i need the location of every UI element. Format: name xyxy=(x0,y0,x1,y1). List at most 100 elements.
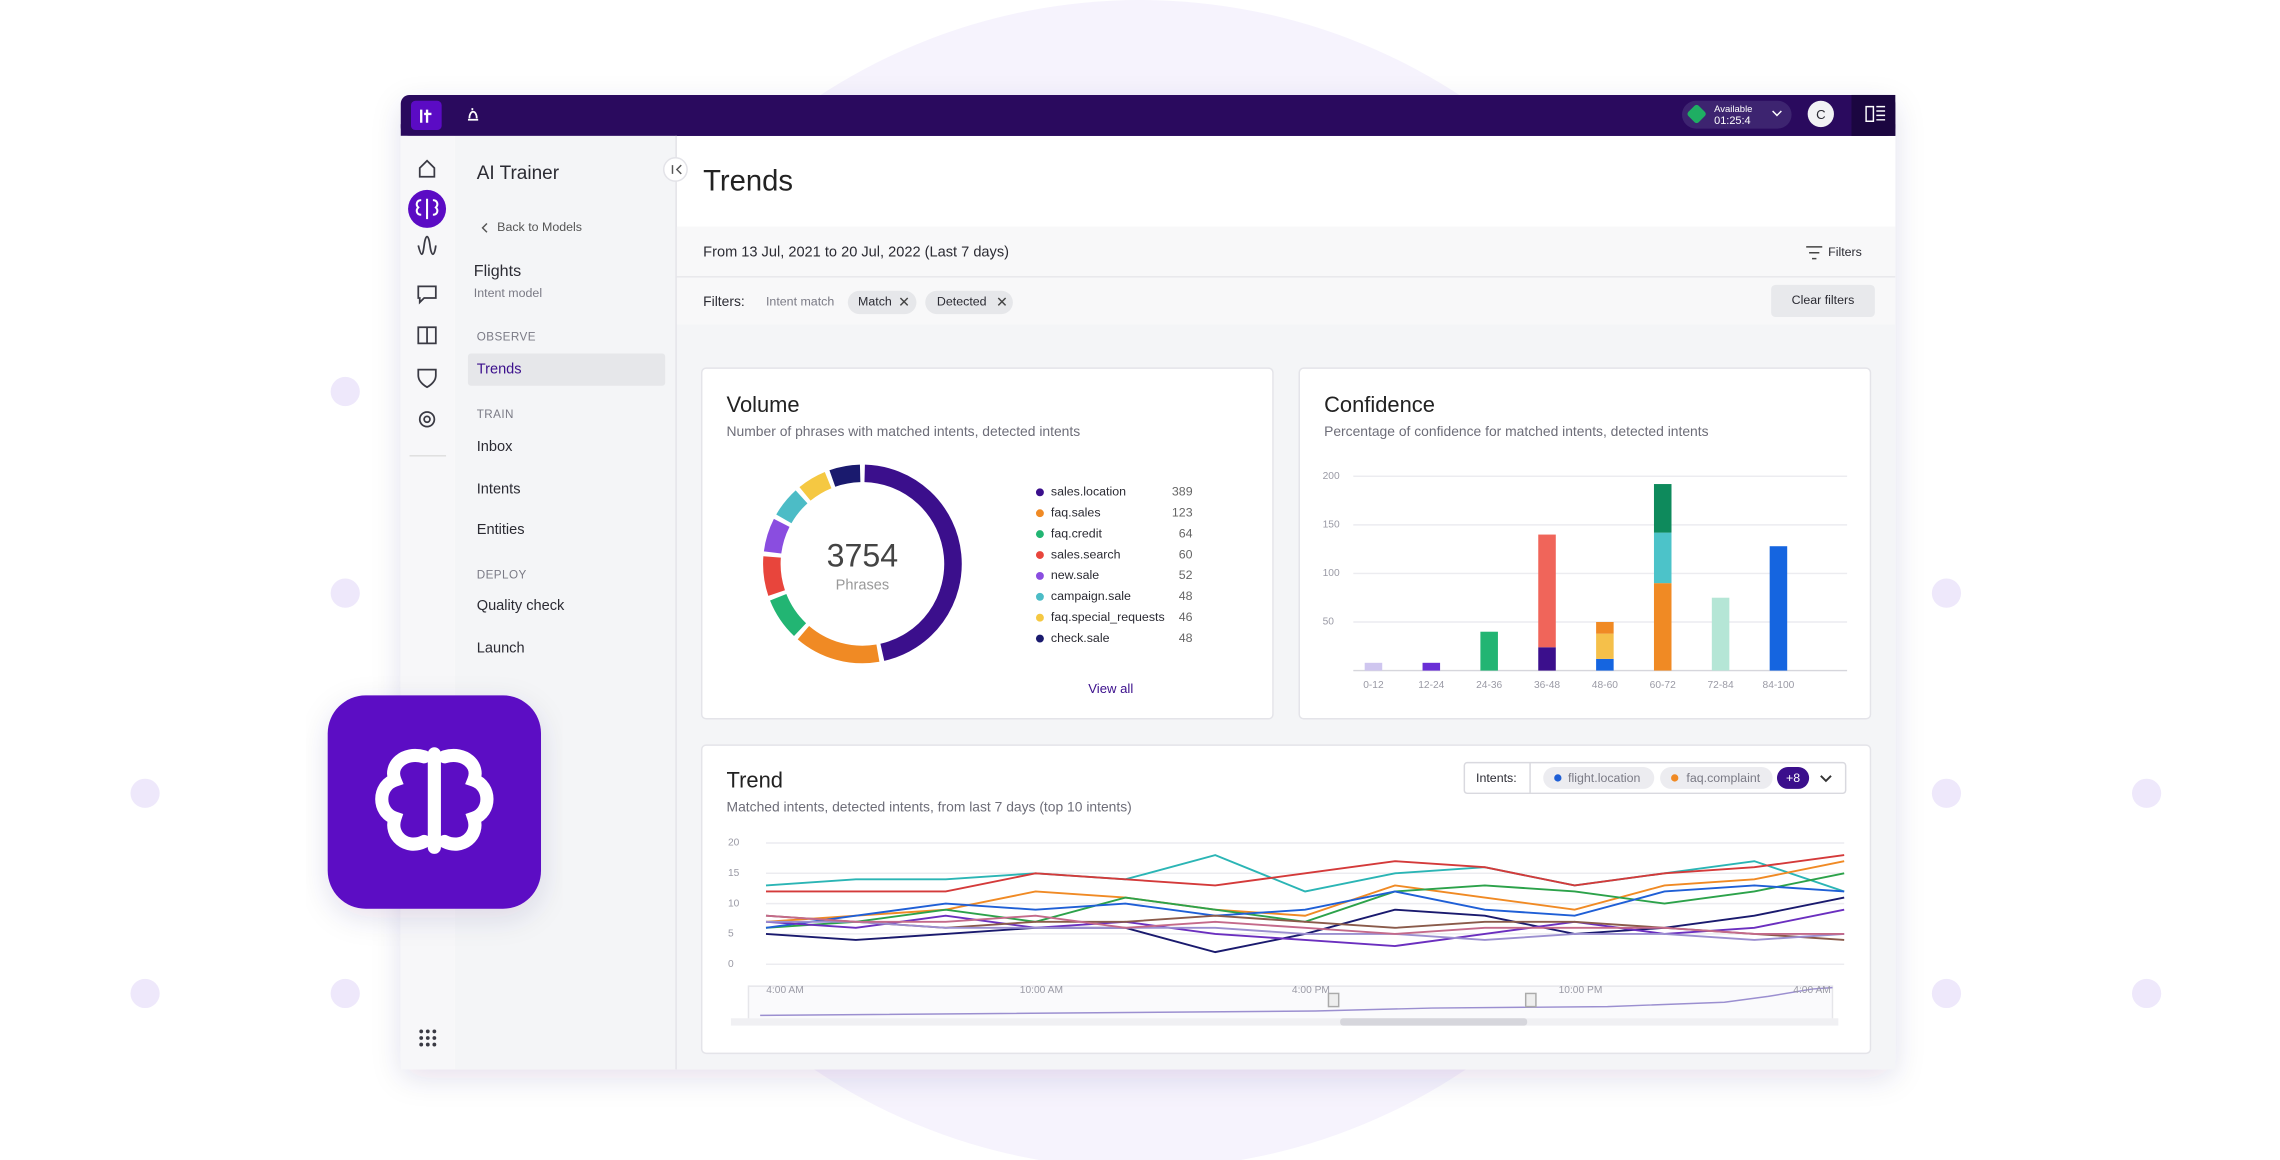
nav-item[interactable]: Intents xyxy=(477,481,521,497)
legend-dot xyxy=(1035,509,1044,518)
back-link[interactable]: Back to Models xyxy=(497,220,582,234)
x-tick-label: 0-12 xyxy=(1363,680,1384,691)
sidebar xyxy=(454,135,677,1070)
rail-icons[interactable] xyxy=(417,159,437,428)
donut-segment xyxy=(776,490,808,524)
x-tick-label: 72-84 xyxy=(1708,680,1734,691)
legend-dot xyxy=(1035,488,1044,497)
card-subtitle: Percentage of confidence for matched int… xyxy=(1324,423,1709,439)
model-type: Intent model xyxy=(474,286,542,300)
page-title: Trends xyxy=(703,165,793,197)
y-tick-label: 150 xyxy=(1323,520,1340,531)
brain-icon xyxy=(375,747,494,854)
x-tick-label: 24-36 xyxy=(1476,680,1502,691)
select-chevron xyxy=(1820,775,1832,783)
card-title: Trend xyxy=(727,767,783,792)
donut-segment xyxy=(829,464,861,487)
date-range[interactable]: From 13 Jul, 2021 to 20 Jul, 2022 (Last … xyxy=(703,245,1009,261)
view-all[interactable]: View all xyxy=(1088,681,1133,696)
legend-label: sales.location xyxy=(1051,485,1126,499)
chip-remove[interactable] xyxy=(899,297,909,306)
card-title: Confidence xyxy=(1324,392,1435,417)
volume-card xyxy=(700,367,1274,720)
avatar[interactable] xyxy=(1807,100,1834,128)
trend-line xyxy=(765,854,1845,893)
card-title: Volume xyxy=(727,392,800,417)
nav-item[interactable]: Inbox xyxy=(477,439,513,455)
x-tick-label: 4:00 PM xyxy=(1292,985,1330,996)
clear-button[interactable] xyxy=(1771,284,1875,318)
legend-value: 46 xyxy=(1179,610,1193,624)
filters-button[interactable]: Filters xyxy=(1828,245,1862,259)
chip-label: Match xyxy=(858,295,892,309)
nav-item[interactable]: Entities xyxy=(477,522,525,538)
nav-item[interactable]: Trends xyxy=(477,361,522,377)
chip-dot xyxy=(1554,774,1562,782)
chip-remove[interactable] xyxy=(997,297,1007,306)
x-tick-label: 4:00 AM xyxy=(1793,985,1830,996)
bar-segment xyxy=(1653,583,1672,671)
bar-segment xyxy=(1480,631,1498,671)
legend-label: faq.special_requests xyxy=(1051,610,1165,624)
x-tick-label: 48-60 xyxy=(1592,680,1618,691)
donut-total: 3754 xyxy=(827,538,898,574)
clear-label: Clear filters xyxy=(1792,293,1855,307)
nav-active xyxy=(467,353,666,386)
bar-segment xyxy=(1422,662,1441,671)
legend-dot xyxy=(1035,551,1044,559)
y-tick-label: 15 xyxy=(728,868,740,879)
model-name: Flights xyxy=(474,262,521,280)
trend-card xyxy=(700,744,1872,1055)
filter-type: Intent match xyxy=(766,295,834,309)
more-chip[interactable] xyxy=(1776,767,1810,789)
chip[interactable] xyxy=(847,290,917,315)
chip-dot xyxy=(1671,774,1679,782)
more-label: +8 xyxy=(1786,771,1800,785)
bar-segment xyxy=(1653,484,1672,533)
x-tick-label: 60-72 xyxy=(1650,680,1676,691)
logo-mark xyxy=(420,109,432,123)
donut-segment xyxy=(763,556,786,596)
x-tick-label: 12-24 xyxy=(1418,680,1444,691)
nav-item[interactable]: Quality check xyxy=(477,598,565,614)
chip[interactable] xyxy=(925,290,1013,315)
apps-icon[interactable] xyxy=(419,1029,437,1047)
x-tick-label: 84-100 xyxy=(1763,680,1795,691)
intent-chip-label: faq.complaint xyxy=(1686,771,1760,785)
avatar-initial: C xyxy=(1816,107,1825,122)
intent-chip-label: flight.location xyxy=(1568,771,1641,785)
navigator[interactable] xyxy=(730,985,1839,1026)
legend-dot xyxy=(1035,613,1044,622)
intent-chip[interactable] xyxy=(1543,767,1655,789)
nav-item[interactable]: Launch xyxy=(477,641,525,657)
y-tick-label: 10 xyxy=(728,898,740,909)
bar-segment xyxy=(1596,633,1614,659)
card-subtitle: Number of phrases with matched intents, … xyxy=(727,423,1081,439)
legend-value: 48 xyxy=(1179,589,1193,603)
collapse-button[interactable] xyxy=(662,157,688,182)
donut-total-label: Phrases xyxy=(836,578,890,594)
y-tick-label: 50 xyxy=(1323,617,1335,628)
status-chevron xyxy=(1772,110,1782,117)
bell-icon[interactable] xyxy=(467,108,479,121)
x-tick-label: 4:00 AM xyxy=(766,985,804,996)
trend-line xyxy=(765,914,1845,935)
back-icon xyxy=(481,223,488,233)
trend-line xyxy=(765,884,1845,929)
legend-label: faq.credit xyxy=(1051,526,1103,540)
y-tick-label: 200 xyxy=(1323,471,1340,482)
status-pill[interactable] xyxy=(1682,100,1792,129)
bar-segment xyxy=(1364,662,1383,671)
nav-heading: TRAIN xyxy=(477,408,514,421)
legend-label: faq.sales xyxy=(1051,506,1101,520)
intent-chip[interactable] xyxy=(1660,767,1773,789)
legend-label: campaign.sale xyxy=(1051,589,1131,603)
bar-segment xyxy=(1538,647,1556,671)
sidebar-title: AI Trainer xyxy=(477,163,559,184)
y-tick-label: 5 xyxy=(728,929,734,940)
legend-dot xyxy=(1035,634,1044,643)
filters-label: Filters: xyxy=(703,293,745,309)
bar-segment xyxy=(1711,597,1730,671)
legend-value: 60 xyxy=(1179,547,1193,561)
